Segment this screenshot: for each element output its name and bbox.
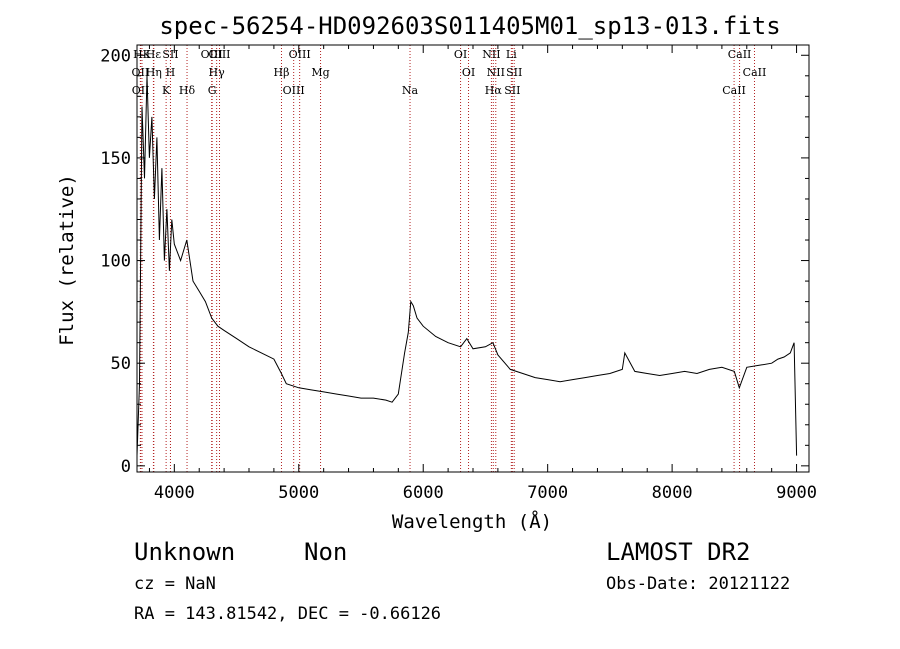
marker-label: CaII (743, 66, 767, 79)
spectrum-series (136, 75, 798, 456)
marker-label: Li (506, 48, 517, 61)
survey-name: LAMOST DR2 (606, 538, 751, 566)
x-tick-label: 7000 (527, 483, 568, 503)
marker-label: CaII (728, 48, 752, 61)
marker-label: OII (132, 66, 150, 79)
object-subclass: Non (304, 538, 348, 566)
marker-label: OI (462, 66, 475, 79)
marker-label: SII (504, 84, 520, 97)
object-name: Unknown (134, 538, 236, 566)
marker-labels: HKOIIOIIHεHηKSIIHHδOIIIHγGOIIIHβOIIIOIII… (132, 48, 767, 97)
marker-label: NII (487, 66, 505, 79)
coordinates: RA = 143.81542, DEC = -0.66126 (134, 604, 442, 624)
marker-label: OI (454, 48, 467, 61)
marker-label: Mg (311, 66, 329, 79)
y-axis-label: Flux (relative) (56, 174, 78, 346)
x-axis: 4000 5000 6000 7000 8000 9000 (148, 45, 817, 503)
obs-date: Obs-Date: 20121122 (606, 574, 791, 594)
marker-label: HK (133, 48, 152, 61)
marker-label: Hβ (274, 66, 290, 79)
marker-label: Hγ (209, 66, 226, 79)
marker-label: G (208, 84, 217, 97)
x-axis-label: Wavelength (Å) (392, 510, 552, 533)
y-axis: 0 50 100 150 200 (100, 46, 809, 477)
marker-label: SII (506, 66, 522, 79)
marker-label: OII (132, 84, 150, 97)
x-tick-label: 6000 (403, 483, 444, 503)
marker-label: Na (402, 84, 419, 97)
chart-title: spec-56254-HD092603S011405M01_sp13-013.f… (159, 12, 780, 40)
marker-label: Hη (146, 66, 162, 79)
marker-label: CaII (722, 84, 746, 97)
marker-label: K (162, 84, 171, 97)
y-tick-label: 50 (111, 354, 131, 374)
marker-label: Hδ (179, 84, 196, 97)
redshift-info: cz = NaN (134, 574, 216, 594)
marker-label: OIII (283, 84, 305, 97)
x-tick-label: 9000 (776, 483, 817, 503)
x-tick-label: 8000 (652, 483, 693, 503)
marker-label: H (166, 66, 176, 79)
marker-label: Hα (485, 84, 503, 97)
y-tick-label: 0 (121, 457, 131, 477)
y-tick-label: 200 (100, 46, 131, 66)
y-tick-label: 150 (100, 149, 131, 169)
marker-label: Hε (146, 48, 162, 61)
marker-label: SII (162, 48, 178, 61)
y-tick-label: 100 (100, 252, 131, 272)
plot-frame (136, 44, 810, 473)
marker-label: OIII (289, 48, 311, 61)
x-tick-label: 4000 (154, 483, 195, 503)
marker-lines (139, 45, 755, 472)
marker-label: OIII (201, 48, 223, 61)
marker-label: OIII (208, 48, 230, 61)
marker-label: NII (482, 48, 500, 61)
x-tick-label: 5000 (278, 483, 319, 503)
